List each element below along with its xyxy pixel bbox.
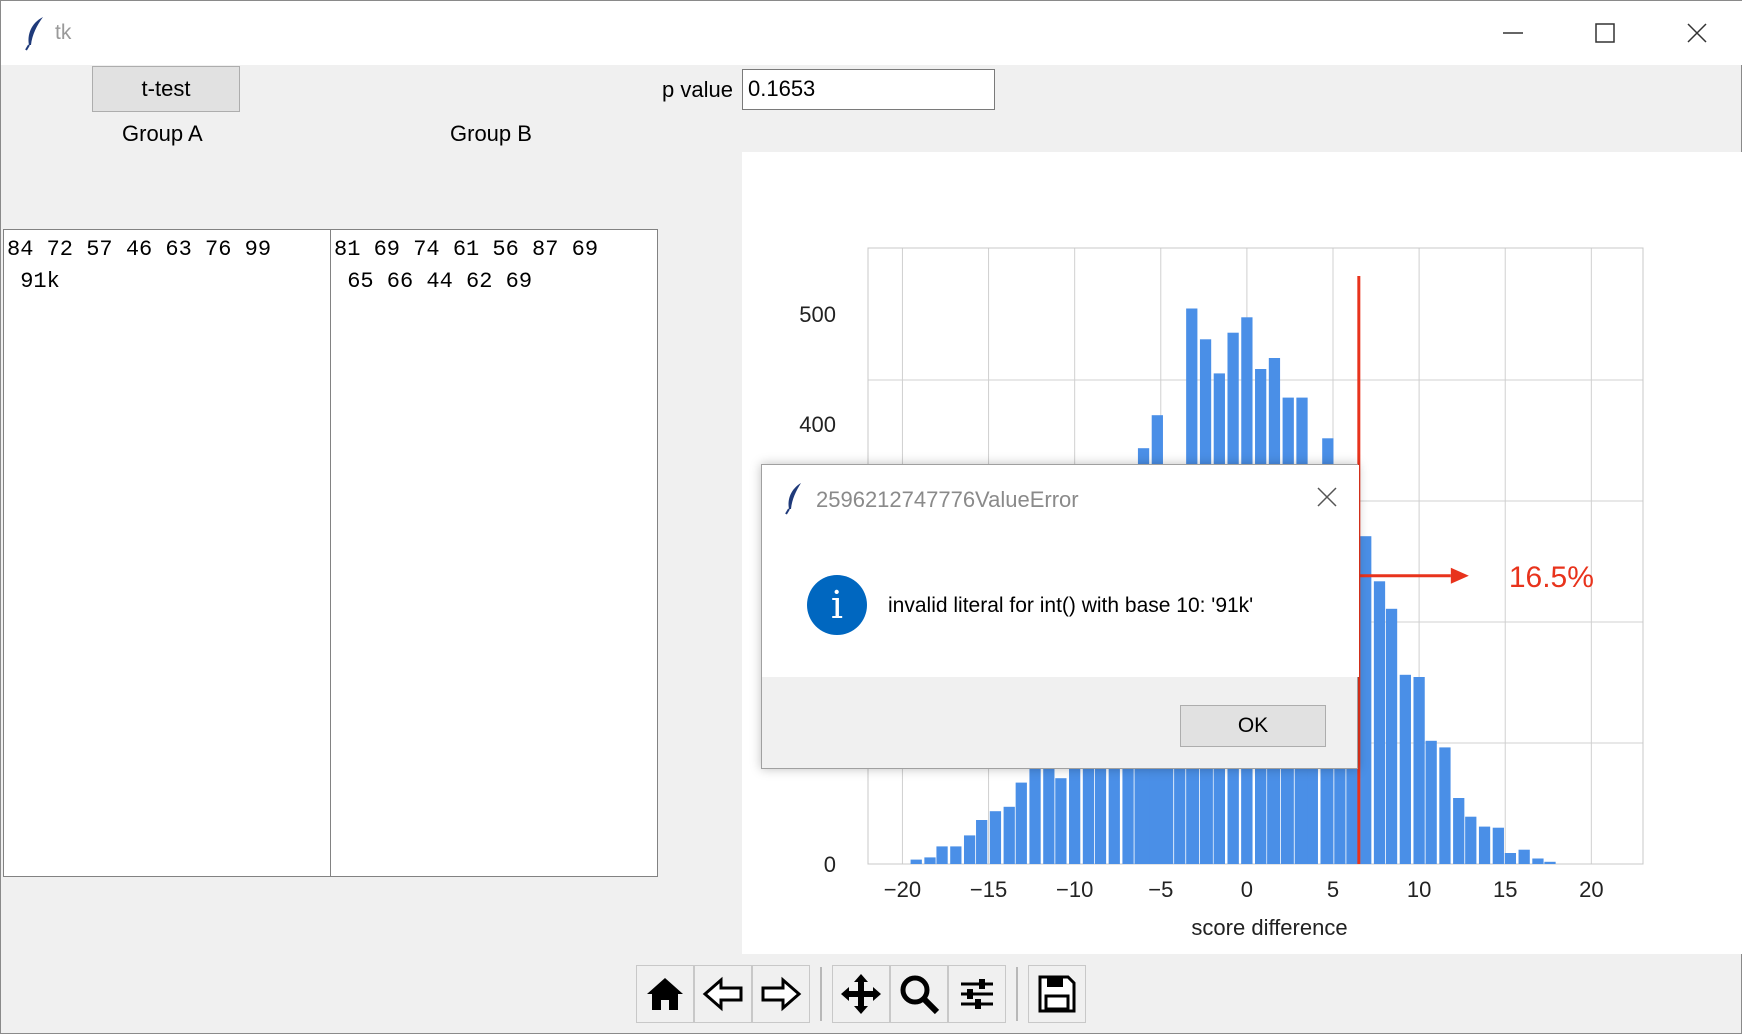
x-tick-label: −5 xyxy=(1148,877,1173,902)
back-button[interactable] xyxy=(694,965,752,1023)
window-title: tk xyxy=(55,21,72,44)
histogram-bar xyxy=(976,820,988,864)
histogram-bar xyxy=(1478,826,1491,864)
toolbar-separator xyxy=(820,967,822,1021)
x-axis-label: score difference xyxy=(1191,915,1347,940)
toolbar-separator xyxy=(1016,967,1018,1021)
back-icon xyxy=(702,976,743,1012)
histogram-bar xyxy=(1425,740,1437,864)
pan-button[interactable] xyxy=(832,965,890,1023)
x-tick-label: 15 xyxy=(1493,877,1517,902)
x-tick-label: 10 xyxy=(1407,877,1431,902)
x-tick-label: 20 xyxy=(1579,877,1603,902)
histogram-bar xyxy=(1003,806,1015,864)
pan-icon xyxy=(841,974,881,1014)
dialog-body: i invalid literal for int() with base 10… xyxy=(762,529,1359,677)
histogram-bar xyxy=(924,857,936,864)
info-icon: i xyxy=(807,575,867,635)
histogram-bar xyxy=(1122,732,1134,864)
p-value-field[interactable]: 0.1653 xyxy=(742,69,995,110)
y-tick-label: 500 xyxy=(799,302,836,327)
histogram-bar xyxy=(1162,732,1174,864)
histogram-bar xyxy=(936,846,948,864)
y-tick-label: 400 xyxy=(799,412,836,437)
close-icon xyxy=(1687,23,1707,43)
histogram-bar xyxy=(950,846,962,864)
feather-icon xyxy=(25,17,43,51)
histogram-bar xyxy=(910,859,922,864)
title-bar: tk xyxy=(1,1,1742,65)
x-tick-label: 5 xyxy=(1327,877,1339,902)
group-b-label: Group B xyxy=(450,121,532,146)
dialog-message: invalid literal for int() with base 10: … xyxy=(888,594,1254,617)
histogram-bar xyxy=(1373,581,1386,864)
forward-button[interactable] xyxy=(752,965,810,1023)
group-b-textbox[interactable]: 81 69 74 61 56 87 69 65 66 44 62 69 xyxy=(330,229,658,877)
close-button[interactable] xyxy=(1651,1,1742,65)
threshold-label: 16.5% xyxy=(1509,561,1594,594)
histogram-bar xyxy=(1399,674,1411,864)
histogram-bar xyxy=(1029,765,1041,864)
x-tick-label: 0 xyxy=(1241,877,1253,902)
histogram-bar xyxy=(1439,747,1451,864)
histogram-bar xyxy=(1043,758,1055,864)
histogram-bar xyxy=(1082,732,1095,864)
histogram-bar xyxy=(1069,732,1081,864)
save-button[interactable] xyxy=(1028,965,1086,1023)
histogram-bar xyxy=(1465,816,1477,864)
group-a-textbox[interactable]: 84 72 57 46 63 76 99 91k xyxy=(3,229,331,877)
histogram-bar xyxy=(1094,732,1107,864)
x-tick-label: −10 xyxy=(1056,877,1093,902)
dialog-title-bar: 2596212747776ValueError xyxy=(762,465,1359,529)
histogram-bar xyxy=(1108,732,1120,864)
forward-icon xyxy=(761,976,802,1012)
histogram-bar xyxy=(1015,782,1027,864)
zoom-button[interactable] xyxy=(890,965,948,1023)
histogram-bar xyxy=(1492,827,1504,864)
error-dialog: 2596212747776ValueError i invalid litera… xyxy=(761,464,1359,769)
x-tick-label: −15 xyxy=(970,877,1007,902)
minimize-button[interactable] xyxy=(1467,1,1559,65)
histogram-bar xyxy=(1334,732,1346,864)
histogram-bar xyxy=(1544,861,1556,864)
ok-button[interactable]: OK xyxy=(1180,705,1326,747)
home-icon xyxy=(647,978,683,1010)
y-tick-label: 0 xyxy=(824,852,836,877)
dialog-close-button[interactable] xyxy=(1309,479,1345,515)
group-a-label: Group A xyxy=(122,121,203,146)
close-icon xyxy=(1317,487,1337,507)
maximize-icon xyxy=(1595,23,1615,43)
histogram-bar xyxy=(1504,853,1517,864)
histogram-bar xyxy=(1385,608,1398,864)
x-tick-label: −20 xyxy=(884,877,921,902)
feather-icon xyxy=(785,483,801,515)
histogram-bar xyxy=(1413,677,1425,864)
plot-toolbar xyxy=(636,963,1086,1025)
configure-button[interactable] xyxy=(948,965,1006,1023)
histogram-bar xyxy=(963,835,976,864)
zoom-icon xyxy=(900,975,940,1015)
p-value-label: p value xyxy=(662,77,733,102)
dialog-title: 2596212747776ValueError xyxy=(816,487,1079,512)
histogram-bar xyxy=(1174,732,1186,864)
histogram-bar xyxy=(1346,732,1358,864)
configure-icon xyxy=(961,979,993,1009)
save-icon xyxy=(1038,975,1076,1013)
histogram-bar xyxy=(1306,732,1318,864)
histogram-bar xyxy=(1518,849,1530,864)
histogram-bar xyxy=(1453,798,1465,864)
home-button[interactable] xyxy=(636,965,694,1023)
histogram-bar xyxy=(1055,778,1067,864)
histogram-bar xyxy=(989,811,1002,864)
maximize-button[interactable] xyxy=(1559,1,1651,65)
minimize-icon xyxy=(1503,32,1523,34)
histogram-bar xyxy=(1360,536,1372,864)
t-test-button[interactable]: t-test xyxy=(92,66,240,112)
threshold-arrow-head xyxy=(1450,567,1469,584)
histogram-bar xyxy=(1532,858,1544,864)
